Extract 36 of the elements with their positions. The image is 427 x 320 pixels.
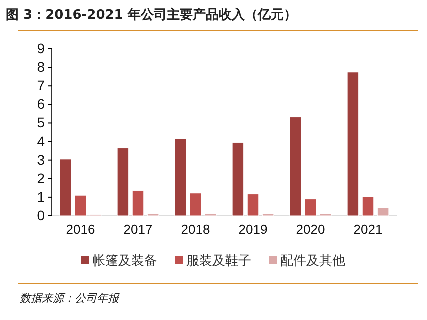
x-tick-label: 2020 [296,222,326,238]
bar [74,195,87,216]
y-tick-label: 6 [37,96,46,112]
y-tick-label: 2 [37,170,46,186]
bar [362,196,374,216]
bar [290,117,302,216]
bar [60,159,72,216]
bar [174,138,187,216]
bar [377,208,390,216]
bar [247,194,260,216]
bar [132,190,144,216]
bar [190,193,202,216]
legend-label: 服装及鞋子 [186,254,252,269]
y-tick-label: 7 [37,78,46,94]
bar [232,142,244,216]
y-tick-label: 1 [37,188,46,205]
y-tick-label: 8 [37,59,46,76]
bar [304,199,317,216]
legend-label: 配件及其他 [280,254,346,269]
legend-label: 帐篷及装备 [92,254,158,269]
x-tick-label: 2017 [124,222,153,238]
y-tick-label: 3 [37,152,46,168]
x-tick-label: 2016 [66,222,96,238]
chart-title: 图 3：2016-2021 年公司主要产品收入（亿元） [6,7,297,23]
y-tick-label: 0 [37,207,46,224]
x-tick-label: 2018 [181,222,210,238]
bar [204,214,217,216]
y-tick-label: 5 [37,114,46,131]
y-tick-label: 4 [37,133,46,150]
x-tick-label: 2019 [238,222,268,238]
bar [117,148,130,216]
x-tick-label: 2021 [354,222,383,238]
bar [147,214,160,216]
bar [347,72,360,216]
y-tick-label: 9 [37,40,46,56]
source-note: 数据来源：公司年报 [20,292,120,305]
